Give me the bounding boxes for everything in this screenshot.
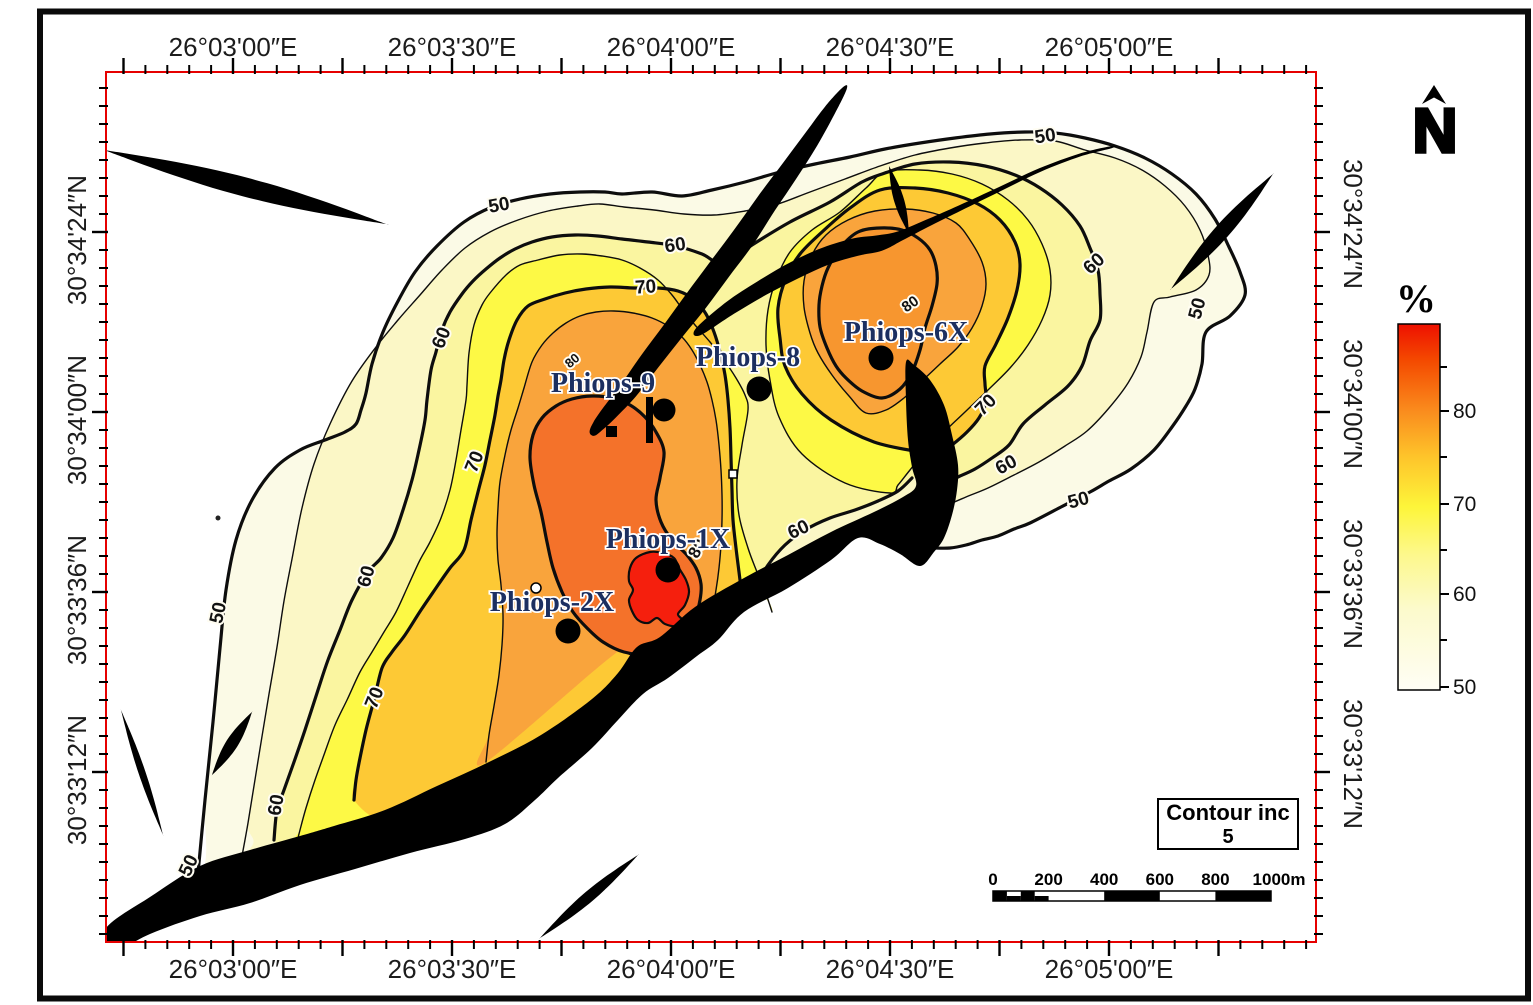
- svg-text:Phiops-8: Phiops-8: [696, 342, 800, 373]
- svg-text:26°03'00″E: 26°03'00″E: [169, 32, 298, 62]
- svg-text:200: 200: [1034, 870, 1062, 889]
- svg-text:30°33'12″N: 30°33'12″N: [1338, 699, 1368, 829]
- svg-text:26°05'00″E: 26°05'00″E: [1045, 954, 1174, 984]
- svg-text:26°04'00″E: 26°04'00″E: [607, 32, 736, 62]
- svg-text:60: 60: [663, 234, 687, 258]
- svg-text:50: 50: [206, 600, 231, 625]
- svg-text:Phiops-9: Phiops-9: [551, 368, 655, 399]
- svg-text:Contour inc: Contour inc: [1166, 800, 1289, 825]
- svg-text:30°33'36″N: 30°33'36″N: [62, 535, 92, 665]
- svg-text:50: 50: [487, 193, 511, 217]
- svg-text:60: 60: [264, 793, 288, 817]
- svg-text:50: 50: [1033, 125, 1057, 149]
- svg-text:80: 80: [1453, 400, 1476, 423]
- svg-text:1000m: 1000m: [1253, 870, 1306, 889]
- svg-text:30°34'00″N: 30°34'00″N: [62, 355, 92, 485]
- svg-text:26°04'30″E: 26°04'30″E: [826, 954, 955, 984]
- svg-text:0: 0: [988, 870, 997, 889]
- svg-text:26°03'30″E: 26°03'30″E: [388, 954, 517, 984]
- svg-text:30°33'12″N: 30°33'12″N: [62, 715, 92, 845]
- svg-text:26°04'30″E: 26°04'30″E: [826, 32, 955, 62]
- svg-text:60: 60: [1453, 583, 1476, 606]
- svg-text:70: 70: [1453, 493, 1476, 516]
- svg-text:50: 50: [1453, 676, 1476, 699]
- svg-text:30°34'24″N: 30°34'24″N: [62, 175, 92, 305]
- svg-text:30°34'24″N: 30°34'24″N: [1338, 159, 1368, 289]
- svg-text:5: 5: [1222, 826, 1233, 848]
- svg-text:26°03'00″E: 26°03'00″E: [169, 954, 298, 984]
- svg-text:Phiops-1X: Phiops-1X: [606, 524, 730, 555]
- svg-text:N: N: [1413, 97, 1458, 166]
- svg-text:Phiops-2X: Phiops-2X: [490, 587, 614, 618]
- svg-text:70: 70: [634, 276, 657, 298]
- svg-text:Phiops-6X: Phiops-6X: [844, 317, 968, 348]
- svg-text:30°33'36″N: 30°33'36″N: [1338, 519, 1368, 649]
- svg-text:26°03'30″E: 26°03'30″E: [388, 32, 517, 62]
- svg-text:30°34'00″N: 30°34'00″N: [1338, 339, 1368, 469]
- svg-text:400: 400: [1090, 870, 1118, 889]
- svg-text:600: 600: [1146, 870, 1174, 889]
- svg-text:26°04'00″E: 26°04'00″E: [607, 954, 736, 984]
- svg-text:%: %: [1396, 276, 1436, 321]
- svg-text:26°05'00″E: 26°05'00″E: [1045, 32, 1174, 62]
- svg-text:800: 800: [1201, 870, 1229, 889]
